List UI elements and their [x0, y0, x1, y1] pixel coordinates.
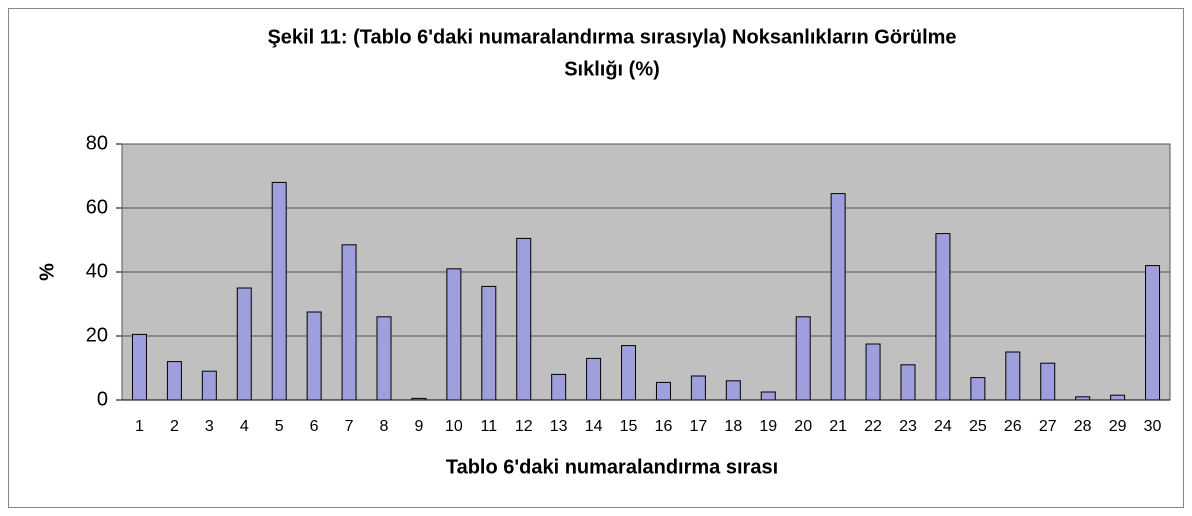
- bar: [621, 345, 637, 401]
- bar: [481, 285, 497, 401]
- x-tick-label: 1: [135, 418, 144, 435]
- x-tick-label: 22: [864, 418, 882, 435]
- x-tick-label: 24: [934, 418, 952, 435]
- x-tick-label: 3: [205, 418, 214, 435]
- x-tick-label: 21: [829, 418, 847, 435]
- x-tick-label: 26: [1004, 418, 1022, 435]
- x-tick-label: 7: [345, 418, 354, 435]
- x-tick-label: 13: [550, 418, 568, 435]
- bar: [725, 380, 741, 401]
- x-tick-label: 28: [1074, 418, 1092, 435]
- x-tick-label: 16: [655, 418, 673, 435]
- x-tick-label: 19: [759, 418, 777, 435]
- chart-title: Şekil 11: (Tablo 6'daki numaralandırma s…: [267, 26, 956, 48]
- x-tick-label: 2: [170, 418, 179, 435]
- x-tick-label: 25: [969, 418, 987, 435]
- bar: [760, 391, 776, 401]
- bar: [271, 181, 287, 401]
- bar: [201, 370, 217, 401]
- x-tick-label: 15: [620, 418, 638, 435]
- bar: [830, 193, 846, 401]
- x-tick-label: 11: [480, 418, 497, 435]
- bar: [376, 316, 392, 401]
- bar: [1145, 265, 1161, 401]
- x-tick-label: 5: [275, 418, 284, 435]
- bar: [166, 361, 182, 401]
- bar: [900, 364, 916, 401]
- bar: [131, 333, 147, 401]
- x-tick-label: 29: [1109, 418, 1127, 435]
- y-tick-label: 80: [86, 132, 108, 154]
- x-tick-label: 17: [690, 418, 708, 435]
- bar: [690, 375, 706, 401]
- x-tick-label: 23: [899, 418, 917, 435]
- bar: [341, 244, 357, 401]
- y-tick-label: 60: [86, 196, 108, 218]
- x-tick-label: 14: [585, 418, 603, 435]
- bar: [1005, 351, 1021, 401]
- x-tick-label: 10: [445, 418, 463, 435]
- x-tick-label: 12: [515, 418, 533, 435]
- x-tick-label: 20: [794, 418, 812, 435]
- bar: [306, 311, 322, 401]
- bar: [935, 233, 951, 401]
- y-tick-label: 40: [86, 260, 108, 282]
- x-tick-label: 18: [724, 418, 742, 435]
- bar: [551, 373, 567, 401]
- bar: [1040, 362, 1056, 401]
- bar: [446, 268, 462, 401]
- bar: [1110, 394, 1126, 401]
- y-tick-label: 20: [86, 324, 108, 346]
- bar: [655, 381, 671, 401]
- x-tick-label: 8: [380, 418, 389, 435]
- y-tick-label: 0: [97, 388, 108, 410]
- x-tick-label: 6: [310, 418, 319, 435]
- bar: [970, 377, 986, 401]
- y-axis-label: %: [36, 263, 58, 281]
- x-tick-label: 27: [1039, 418, 1057, 435]
- bar: [516, 237, 532, 401]
- x-tick-label: 9: [414, 418, 423, 435]
- bar: [865, 343, 881, 401]
- bar: [236, 287, 252, 401]
- x-axis-label: Tablo 6'daki numaralandırma sırası: [446, 456, 778, 478]
- x-tick-label: 30: [1144, 418, 1162, 435]
- chart-title: Sıklığı (%): [564, 58, 660, 80]
- x-tick-label: 4: [240, 418, 249, 435]
- bar: [795, 316, 811, 401]
- bar: [586, 357, 602, 401]
